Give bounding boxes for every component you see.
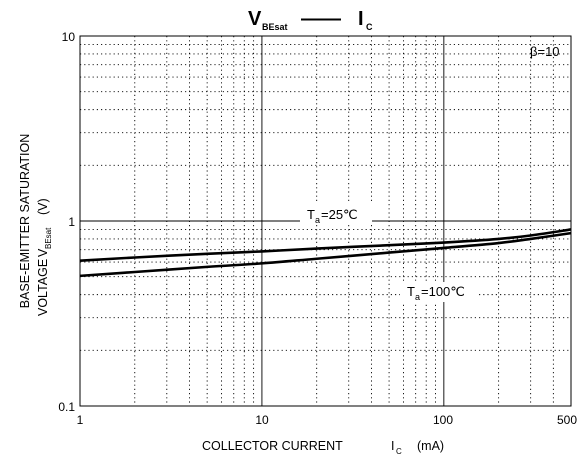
title-dash: ——	[301, 8, 341, 30]
title-v-subscript: BEsat	[262, 22, 288, 32]
series-label-ta-100c-sub: a	[415, 292, 420, 302]
series-label-ta-100c-rest: =100℃	[421, 284, 465, 299]
y-axis-label-line2-group: VOLTAGE V BEsat (V)	[36, 198, 53, 316]
y-tick-label-10: 10	[62, 30, 76, 44]
y-axis-label-unit: (V)	[36, 198, 50, 215]
y-axis-label-symbol-sub: BEsat	[44, 227, 53, 249]
y-axis-label-symbol: V	[36, 248, 50, 257]
series-label-bg-ta-100c	[400, 282, 478, 302]
x-axis-label-symbol: I	[391, 439, 394, 453]
series-line-ta-100c	[79, 231, 572, 278]
y-axis-label-voltage: VOLTAGE	[36, 259, 50, 316]
x-tick-label-500: 500	[557, 413, 577, 427]
x-axis-label: COLLECTOR CURRENT	[202, 439, 343, 453]
title-v: V	[248, 8, 262, 30]
series-label-ta-25c-sub: a	[315, 215, 320, 225]
series-label-ta-25c-t: T	[307, 207, 315, 222]
x-axis-label-unit: (mA)	[417, 439, 444, 453]
series-label-ta-100c-t: T	[407, 284, 415, 299]
y-axis-label-line1: BASE-EMITTER SATURATION	[18, 134, 32, 309]
x-tick-label-1: 1	[77, 413, 84, 427]
series-line-ta-25c	[79, 228, 572, 263]
beta-annotation: β=10	[530, 44, 560, 59]
x-tick-label-100: 100	[433, 413, 453, 427]
x-axis-label-symbol-sub: C	[396, 447, 402, 456]
y-tick-label-0-1: 0.1	[58, 400, 75, 414]
y-axis-label-group: BASE-EMITTER SATURATION	[18, 134, 32, 309]
x-tick-label-10: 10	[255, 413, 269, 427]
series-label-ta-25c-rest: =25℃	[321, 207, 358, 222]
title-i: I	[358, 8, 364, 30]
series-label-bg-ta-25c	[300, 204, 372, 224]
y-tick-label-1: 1	[68, 215, 75, 229]
title-i-subscript: C	[366, 22, 373, 32]
plot-frame	[79, 35, 572, 407]
